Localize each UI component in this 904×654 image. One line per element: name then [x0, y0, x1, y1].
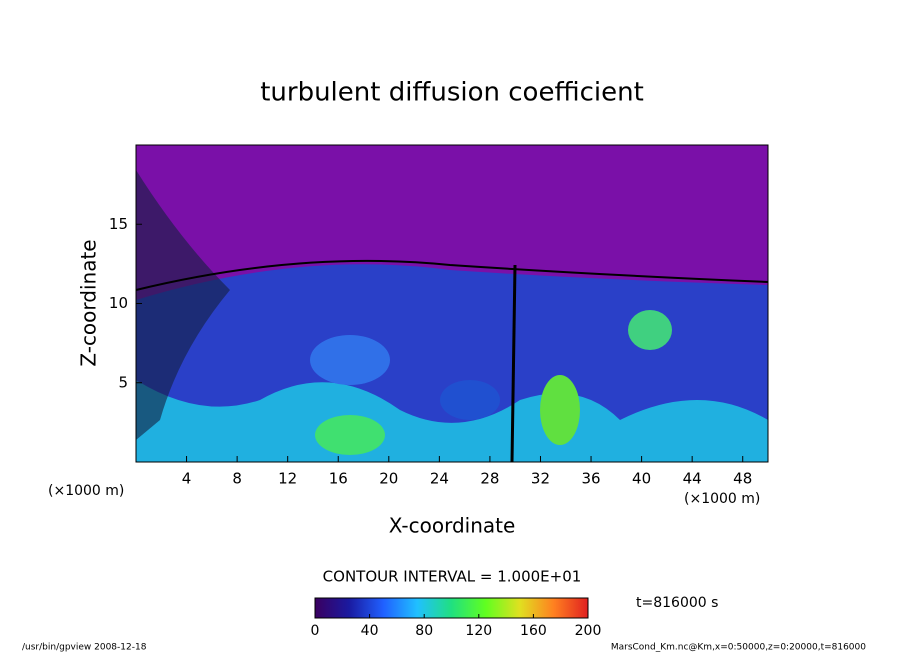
- field-contour-dense: [136, 170, 230, 440]
- colorbar-tick-label: 0: [311, 623, 320, 639]
- x-tick-label: 48: [733, 470, 752, 488]
- y-axis-title: Z-coordinate: [77, 239, 101, 366]
- x-tick-label: 32: [531, 470, 550, 488]
- x-tick-label: 40: [632, 470, 651, 488]
- field-blob: [310, 335, 390, 385]
- colorbar-tick-label: 120: [465, 623, 492, 639]
- x-tick-label: 20: [379, 470, 398, 488]
- x-tick-label: 12: [278, 470, 297, 488]
- colorbar-tick-label: 200: [575, 623, 602, 639]
- colorbar: [314, 597, 589, 619]
- x-axis-title: X-coordinate: [389, 514, 516, 538]
- field-blob: [628, 310, 672, 350]
- footer-right: MarsCond_Km.nc@Km,x=0:50000,z=0:20000,t=…: [611, 643, 866, 653]
- field-blob: [440, 380, 500, 420]
- contour-field: [135, 145, 769, 463]
- y-tick-label: 15: [109, 215, 128, 233]
- time-label: t=816000 s: [636, 595, 718, 611]
- x-unit-left: (×1000 m): [48, 483, 124, 499]
- x-tick-label: 8: [232, 470, 242, 488]
- x-tick-label: 16: [329, 470, 348, 488]
- x-tick-label: 28: [480, 470, 499, 488]
- x-tick-label: 44: [683, 470, 702, 488]
- field-contour-line: [510, 264, 517, 463]
- footer-left: /usr/bin/gpview 2008-12-18: [22, 643, 147, 653]
- x-tick-label: 4: [182, 470, 192, 488]
- x-tick-label: 36: [581, 470, 600, 488]
- chart-title: turbulent diffusion coefficient: [260, 78, 644, 108]
- field-contour-line: [135, 259, 769, 291]
- colorbar-tick-label: 40: [361, 623, 379, 639]
- x-unit-right: (×1000 m): [684, 491, 760, 507]
- contour-interval: CONTOUR INTERVAL = 1.000E+01: [323, 568, 582, 586]
- field-blob: [540, 375, 580, 445]
- field-lower: [136, 380, 768, 462]
- colorbar-tick-label: 160: [520, 623, 547, 639]
- field-blob: [315, 415, 385, 455]
- colorbar-tick-label: 80: [415, 623, 433, 639]
- y-tick-label: 5: [118, 373, 128, 391]
- y-tick-label: 10: [109, 294, 128, 312]
- x-tick-label: 24: [430, 470, 449, 488]
